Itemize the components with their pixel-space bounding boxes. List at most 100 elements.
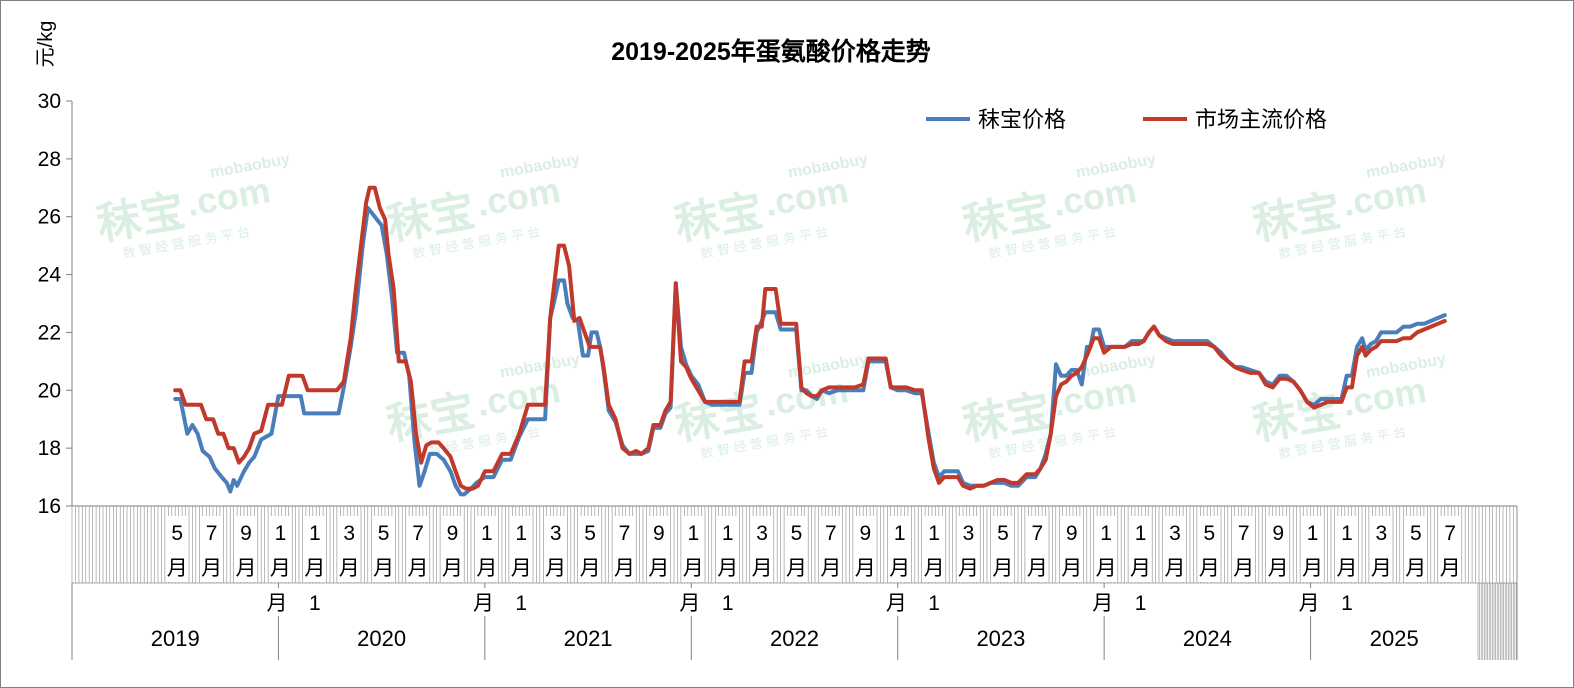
month-label-background [1164,516,1185,582]
month-label-suffix: 月 [958,557,979,580]
month-label-background [1199,516,1220,582]
month-label-suffix: 月 [1199,557,1220,580]
month-label-suffix: 月 [820,557,841,580]
month-label-number: 7 [206,522,218,545]
month-label-background [992,516,1013,582]
month-label-background [236,516,257,582]
y-axis: 16 18 20 22 24 26 28 30 [38,90,73,518]
month-label-number: 5 [171,522,183,545]
month-label-number: 1 [1341,522,1353,545]
month-label-suffix: 月 [992,557,1013,580]
month-label-background [1302,516,1323,582]
year-label-background [1364,620,1425,650]
month-label-background [1371,516,1392,582]
month-label-suffix: 月 [786,557,807,580]
month-label-suffix: 月 [614,557,635,580]
month-label-background [924,516,945,582]
legend-label-market: 市场主流价格 [1195,107,1327,132]
month-label-background [1061,516,1082,582]
year-label: 2023 [976,626,1025,651]
month-label-background [511,516,532,582]
series-line-mobao [173,206,1447,497]
month-label-number: 1 [722,522,734,545]
month-label-background [786,516,807,582]
month-label-overflow-suffix: 月 [473,592,494,615]
watermark-layer: 秣宝.commobaobuy数 智 经 营 服 务 平 台秣宝.commobao… [93,151,1447,461]
overflow-month-background [884,588,909,616]
month-label-suffix: 月 [580,557,601,580]
month-label-background [1130,516,1151,582]
month-label-background [201,516,222,582]
overflow-month-background [265,588,290,616]
month-label-suffix: 月 [442,557,463,580]
month-label-background [683,516,704,582]
y-tick-label: 22 [38,321,61,344]
month-label-number: 9 [653,522,665,545]
chart-title: 2019-2025年蛋氨酸价格走势 [611,37,931,66]
year-label-background [558,620,619,650]
month-label-suffix: 月 [1440,557,1461,580]
year-label-background [351,620,412,650]
month-label-number: 1 [515,522,527,545]
year-label: 2024 [1183,626,1232,651]
month-label-suffix: 月 [1130,557,1151,580]
month-label-overflow-digit: 1 [1135,592,1147,615]
month-label-suffix: 月 [167,557,188,580]
month-label-number: 1 [1135,522,1147,545]
overflow-month-background [1297,588,1322,616]
year-label-background [764,620,825,650]
month-label-number: 9 [859,522,871,545]
month-label-suffix: 月 [1027,557,1048,580]
month-label-suffix: 月 [1268,557,1289,580]
month-label-background [270,516,291,582]
month-label-suffix: 月 [855,557,876,580]
month-label-number: 1 [275,522,287,545]
y-tick-label: 20 [38,379,61,402]
year-label: 2020 [357,626,406,651]
month-label-background [373,516,394,582]
month-label-number: 1 [894,522,906,545]
month-label-background [752,516,773,582]
month-label-suffix: 月 [1233,557,1254,580]
month-label-suffix: 月 [752,557,773,580]
month-label-number: 1 [481,522,493,545]
month-label-number: 9 [447,522,459,545]
month-label-overflow-digit: 1 [1341,592,1353,615]
y-tick-label: 18 [38,437,61,460]
month-label-overflow-digit: 1 [928,592,940,615]
month-label-number: 7 [412,522,424,545]
month-label-background [339,516,360,582]
month-label-background [167,516,188,582]
month-label-suffix: 月 [408,557,429,580]
month-label-number: 3 [1376,522,1388,545]
y-tick-label: 26 [38,206,61,229]
series-lines [173,185,1447,497]
month-label-suffix: 月 [476,557,497,580]
month-label-number: 1 [309,522,321,545]
series-line-market [173,185,1447,491]
month-label-suffix: 月 [1096,557,1117,580]
month-label-number: 1 [928,522,940,545]
month-label-number: 7 [1031,522,1043,545]
month-label-background [1096,516,1117,582]
month-label-overflow-suffix: 月 [886,592,907,615]
legend-label-mobao: 秣宝价格 [978,107,1066,132]
x-axis: 5月7月9月1月1月3月5月7月9月1月1月3月5月7月9月1月1月3月5月7月… [71,505,1518,660]
month-label-background [408,516,429,582]
month-label-suffix: 月 [304,557,325,580]
month-label-number: 3 [550,522,562,545]
month-label-background [1027,516,1048,582]
month-label-background [442,516,463,582]
overflow-month-background [677,588,702,616]
month-label-suffix: 月 [339,557,360,580]
month-label-number: 1 [1307,522,1319,545]
year-label-background [970,620,1031,650]
month-label-number: 9 [240,522,252,545]
month-label-suffix: 月 [717,557,738,580]
month-label-overflow-digit: 1 [515,592,527,615]
